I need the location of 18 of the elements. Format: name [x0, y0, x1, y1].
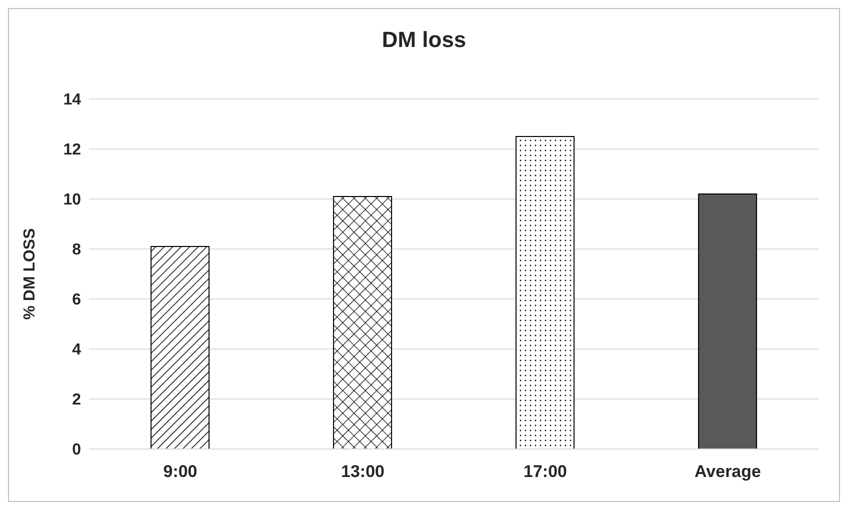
bar — [698, 194, 758, 449]
bar — [150, 246, 210, 449]
y-tick-label: 12 — [63, 142, 82, 159]
y-tick-label: 4 — [72, 342, 82, 359]
y-tick-label: 2 — [72, 392, 82, 409]
y-tick-label: 6 — [72, 292, 82, 309]
y-tick-label: 8 — [72, 242, 82, 259]
x-tick-label: 13:00 — [341, 462, 384, 482]
y-axis-title: % DM LOSS — [22, 228, 39, 320]
bar — [333, 196, 392, 449]
bar — [516, 136, 575, 449]
y-tick-label: 14 — [63, 92, 82, 109]
x-tick-label: 9:00 — [163, 462, 198, 482]
chart-title: DM loss — [380, 27, 468, 53]
x-tick-label: 17:00 — [524, 462, 567, 482]
y-tick-label: 10 — [63, 192, 82, 209]
x-tick-label: Average — [694, 462, 761, 482]
y-tick-label: 0 — [72, 442, 82, 459]
